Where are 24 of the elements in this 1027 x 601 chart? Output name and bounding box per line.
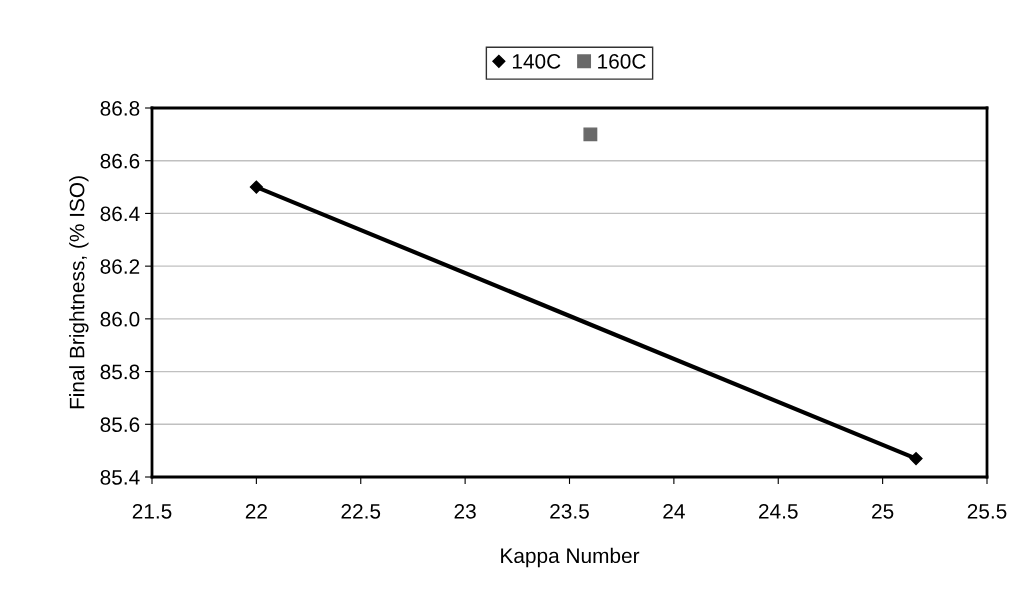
y-tick-label: 86.0 — [100, 311, 140, 327]
y-tick-label: 86.4 — [100, 206, 140, 222]
x-tick-label: 25 — [872, 503, 894, 519]
point — [583, 127, 598, 142]
y-tick-label: 85.6 — [100, 417, 140, 433]
x-tick-label: 22 — [245, 503, 267, 519]
x-tick-label: 25.5 — [967, 503, 1007, 519]
point — [909, 451, 923, 466]
legend-label: 160C — [598, 54, 646, 69]
x-tick-label: 22.5 — [341, 503, 381, 519]
x-tick-label: 24.5 — [759, 503, 798, 519]
x-tick-label: 23.5 — [550, 503, 589, 519]
y-tick-label: 86.6 — [100, 153, 140, 169]
y-tick-label: 86.8 — [100, 101, 140, 116]
x-tick-label: 23 — [454, 503, 476, 519]
y-axis-title: Final Brightness, (% ISO) — [69, 176, 89, 409]
y-tick-label: 85.8 — [100, 364, 140, 380]
y-tick-label: 85.4 — [100, 470, 140, 485]
x-axis-title: Kappa Number — [501, 547, 640, 568]
x-tick-label: 24 — [663, 503, 685, 519]
legend-label: 140C — [512, 54, 561, 69]
point — [249, 180, 263, 194]
y-tick-label: 86.2 — [100, 259, 140, 274]
x-tick-label: 21.5 — [132, 503, 172, 519]
